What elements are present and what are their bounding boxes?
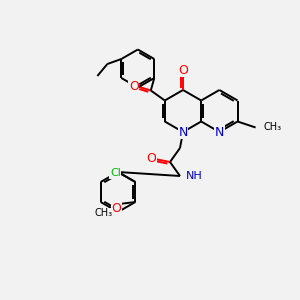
Text: CH₃: CH₃ [264, 122, 282, 133]
Text: Cl: Cl [110, 168, 121, 178]
Text: N: N [215, 125, 224, 139]
Text: NH: NH [186, 171, 203, 181]
Text: O: O [111, 202, 121, 215]
Text: O: O [178, 64, 188, 76]
Text: N: N [178, 125, 188, 139]
Text: CH₃: CH₃ [94, 208, 112, 218]
Text: O: O [146, 152, 156, 166]
Text: O: O [129, 80, 139, 93]
